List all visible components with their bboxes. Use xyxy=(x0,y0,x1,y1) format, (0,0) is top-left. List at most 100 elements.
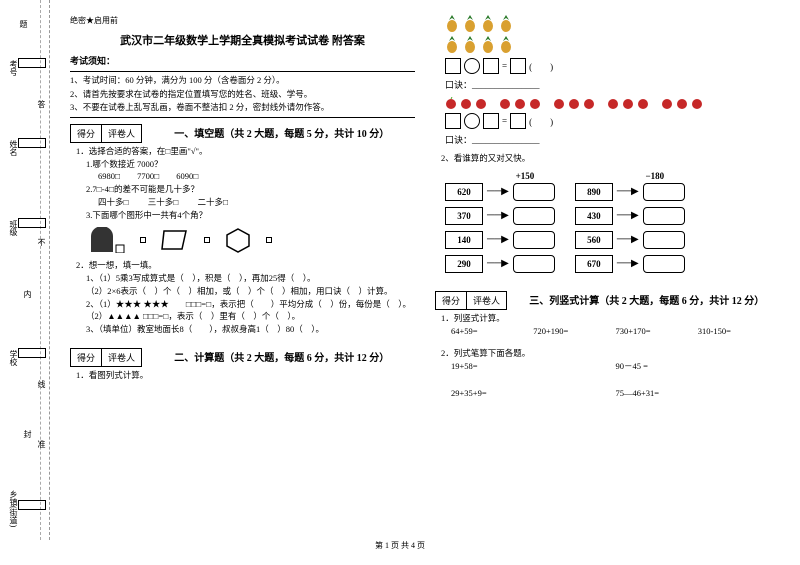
q1b-opts: 四十多□ 三十多□ 二十多□ xyxy=(98,196,415,209)
flow-box: 430 xyxy=(575,207,613,225)
calc: 720+190= xyxy=(533,325,615,338)
flow-box: 890 xyxy=(575,183,613,201)
calc: 90－45 = xyxy=(616,360,781,373)
shapes-row xyxy=(90,227,415,253)
koujue-label: 口诀：_______________ xyxy=(445,133,780,146)
apple-icon xyxy=(691,97,703,109)
arrow-icon: ──▶ xyxy=(487,210,509,221)
pineapple-icon xyxy=(463,15,477,33)
flow-empty xyxy=(643,231,685,249)
flow-left: +150 620──▶ 370 ──▶ 140──▶ 290 ──▶ xyxy=(445,171,555,273)
flow-col: 890──▶ 430──▶ 560──▶ 670──▶ xyxy=(575,183,685,273)
notice-item: 3、不要在试卷上乱写乱画，卷面不整洁扣 2 分，密封线外请勿作答。 xyxy=(70,101,415,115)
pineapple-row xyxy=(445,15,780,33)
apple-icon xyxy=(661,97,673,109)
flow-row: 290 ──▶ xyxy=(445,255,555,273)
left-column: 绝密★启用前 武汉市二年级数学上学期全真模拟考试试卷 附答案 考试须知： 1、考… xyxy=(60,15,425,535)
hr xyxy=(70,117,415,118)
q2c: 2、（1）★★★ ★★★ □□□=□，表示把（ ）平均分成（ ）份，每份是（ ）… xyxy=(86,298,415,311)
pineapple-icon xyxy=(481,15,495,33)
arrow-icon: ──▶ xyxy=(617,210,639,221)
pineapple-row xyxy=(445,36,780,54)
bind-lbl: 内 xyxy=(22,290,33,298)
flow-empty xyxy=(513,207,555,225)
flow-op-plus: +150 xyxy=(495,171,555,181)
pineapple-icon xyxy=(463,36,477,54)
flow-col: 620──▶ 370 ──▶ 140──▶ 290 ──▶ xyxy=(445,183,555,273)
q2e: 3、（填单位）教室地面长8（ ），叔叔身高1（ ）80（ ）。 xyxy=(86,323,415,336)
section1-heading: 一、填空题（共 2 大题，每题 5 分，共计 10 分） xyxy=(174,129,389,140)
q2a: 1、（1）5乘3写成算式是（ ），积是（ ），再加25得（ ）。 xyxy=(86,272,415,285)
apple-icon xyxy=(553,97,565,109)
sec3-q2: 2．列式笔算下面各题。 xyxy=(441,347,780,360)
score-c1: 得分 xyxy=(71,349,102,366)
bind-box xyxy=(18,348,46,358)
pineapple-icon xyxy=(499,15,513,33)
blank-circle-icon xyxy=(464,58,480,74)
calc: 29+35+9= xyxy=(451,387,616,400)
calc-row: 19+58= 90－45 = xyxy=(451,360,780,373)
calc: 19+58= xyxy=(451,360,616,373)
bind-marker: 准 xyxy=(36,440,47,448)
bind-lbl: 封 xyxy=(22,430,33,438)
paren: ( ) xyxy=(529,60,553,73)
flow-box: 670 xyxy=(575,255,613,273)
checkbox-icon xyxy=(204,237,210,243)
q1b: 2.7□-4□的差不可能是几十多？ xyxy=(86,183,415,196)
pineapple-icon xyxy=(499,36,513,54)
binding-margin: 题 考号 答 姓名 班级 不 内 学校 线 封 准 乡镇(街道) xyxy=(0,0,50,540)
content: 绝密★启用前 武汉市二年级数学上学期全真模拟考试试卷 附答案 考试须知： 1、考… xyxy=(50,0,800,540)
pineapple-icon xyxy=(445,15,459,33)
apple-icon xyxy=(529,97,541,109)
bind-box xyxy=(18,138,46,148)
apple-row xyxy=(445,97,725,109)
bind-box xyxy=(18,500,46,510)
apple-icon xyxy=(514,97,526,109)
score-c2: 评卷人 xyxy=(102,349,141,366)
apple-icon xyxy=(460,97,472,109)
score-box: 得分 评卷人 xyxy=(70,348,142,367)
calc: 310-150= xyxy=(698,325,780,338)
sec3-q1: 1．列竖式计算。 xyxy=(441,312,780,325)
notice-heading: 考试须知： xyxy=(70,54,415,67)
section2-heading: 二、计算题（共 2 大题，每题 6 分，共计 12 分） xyxy=(174,353,389,364)
flow-box: 370 xyxy=(445,207,483,225)
apple-icon xyxy=(583,97,595,109)
q1a: 1.哪个数接近 7000？ xyxy=(86,158,415,171)
apple-icon xyxy=(607,97,619,109)
apple-icon xyxy=(637,97,649,109)
blank-box-icon xyxy=(445,58,461,74)
flow-box: 290 xyxy=(445,255,483,273)
bind-marker: 不 xyxy=(36,238,47,246)
apple-icon xyxy=(568,97,580,109)
flow-empty xyxy=(513,255,555,273)
arrow-icon: ──▶ xyxy=(617,234,639,245)
score-box: 得分 评卷人 xyxy=(435,291,507,310)
score-box: 得分 评卷人 xyxy=(70,124,142,143)
flow-op-minus: −180 xyxy=(625,171,685,181)
blank-box-icon xyxy=(510,58,526,74)
flow-empty xyxy=(643,255,685,273)
shape3-icon xyxy=(224,227,252,253)
notice-item: 2、请首先按要求在试卷的指定位置填写您的姓名、班级、学号。 xyxy=(70,88,415,102)
secret-label: 绝密★启用前 xyxy=(70,15,415,26)
calc: 75—46+31= xyxy=(616,387,781,400)
arrow-icon: ──▶ xyxy=(487,258,509,269)
right-column: = ( ) 口诀：_______________ xyxy=(425,15,790,535)
checkbox-icon xyxy=(266,237,272,243)
page-footer: 第 1 页 共 4 页 xyxy=(0,540,800,551)
flow-row: 140──▶ xyxy=(445,231,555,249)
flow-empty xyxy=(643,207,685,225)
q2b: （2）2×6表示（ ）个（ ）相加，或（ ）个（ ）相加，用口诀（ ）计算。 xyxy=(86,285,415,298)
sec2-q1: 1．看图列式计算。 xyxy=(76,369,415,382)
flow-row: 620──▶ xyxy=(445,183,555,201)
bind-lbl: 题 xyxy=(18,20,29,28)
q2: 2．想一想，填一填。 xyxy=(76,259,415,272)
q1a-opts: 6980□ 7700□ 6090□ xyxy=(98,170,415,183)
paren: ( ) xyxy=(529,115,553,128)
q1: 1．选择合适的答案，在□里画"√"。 xyxy=(76,145,415,158)
blank-circle-icon xyxy=(464,113,480,129)
dash-line xyxy=(40,0,41,540)
flow-empty xyxy=(643,183,685,201)
bind-marker: 答 xyxy=(36,100,47,108)
